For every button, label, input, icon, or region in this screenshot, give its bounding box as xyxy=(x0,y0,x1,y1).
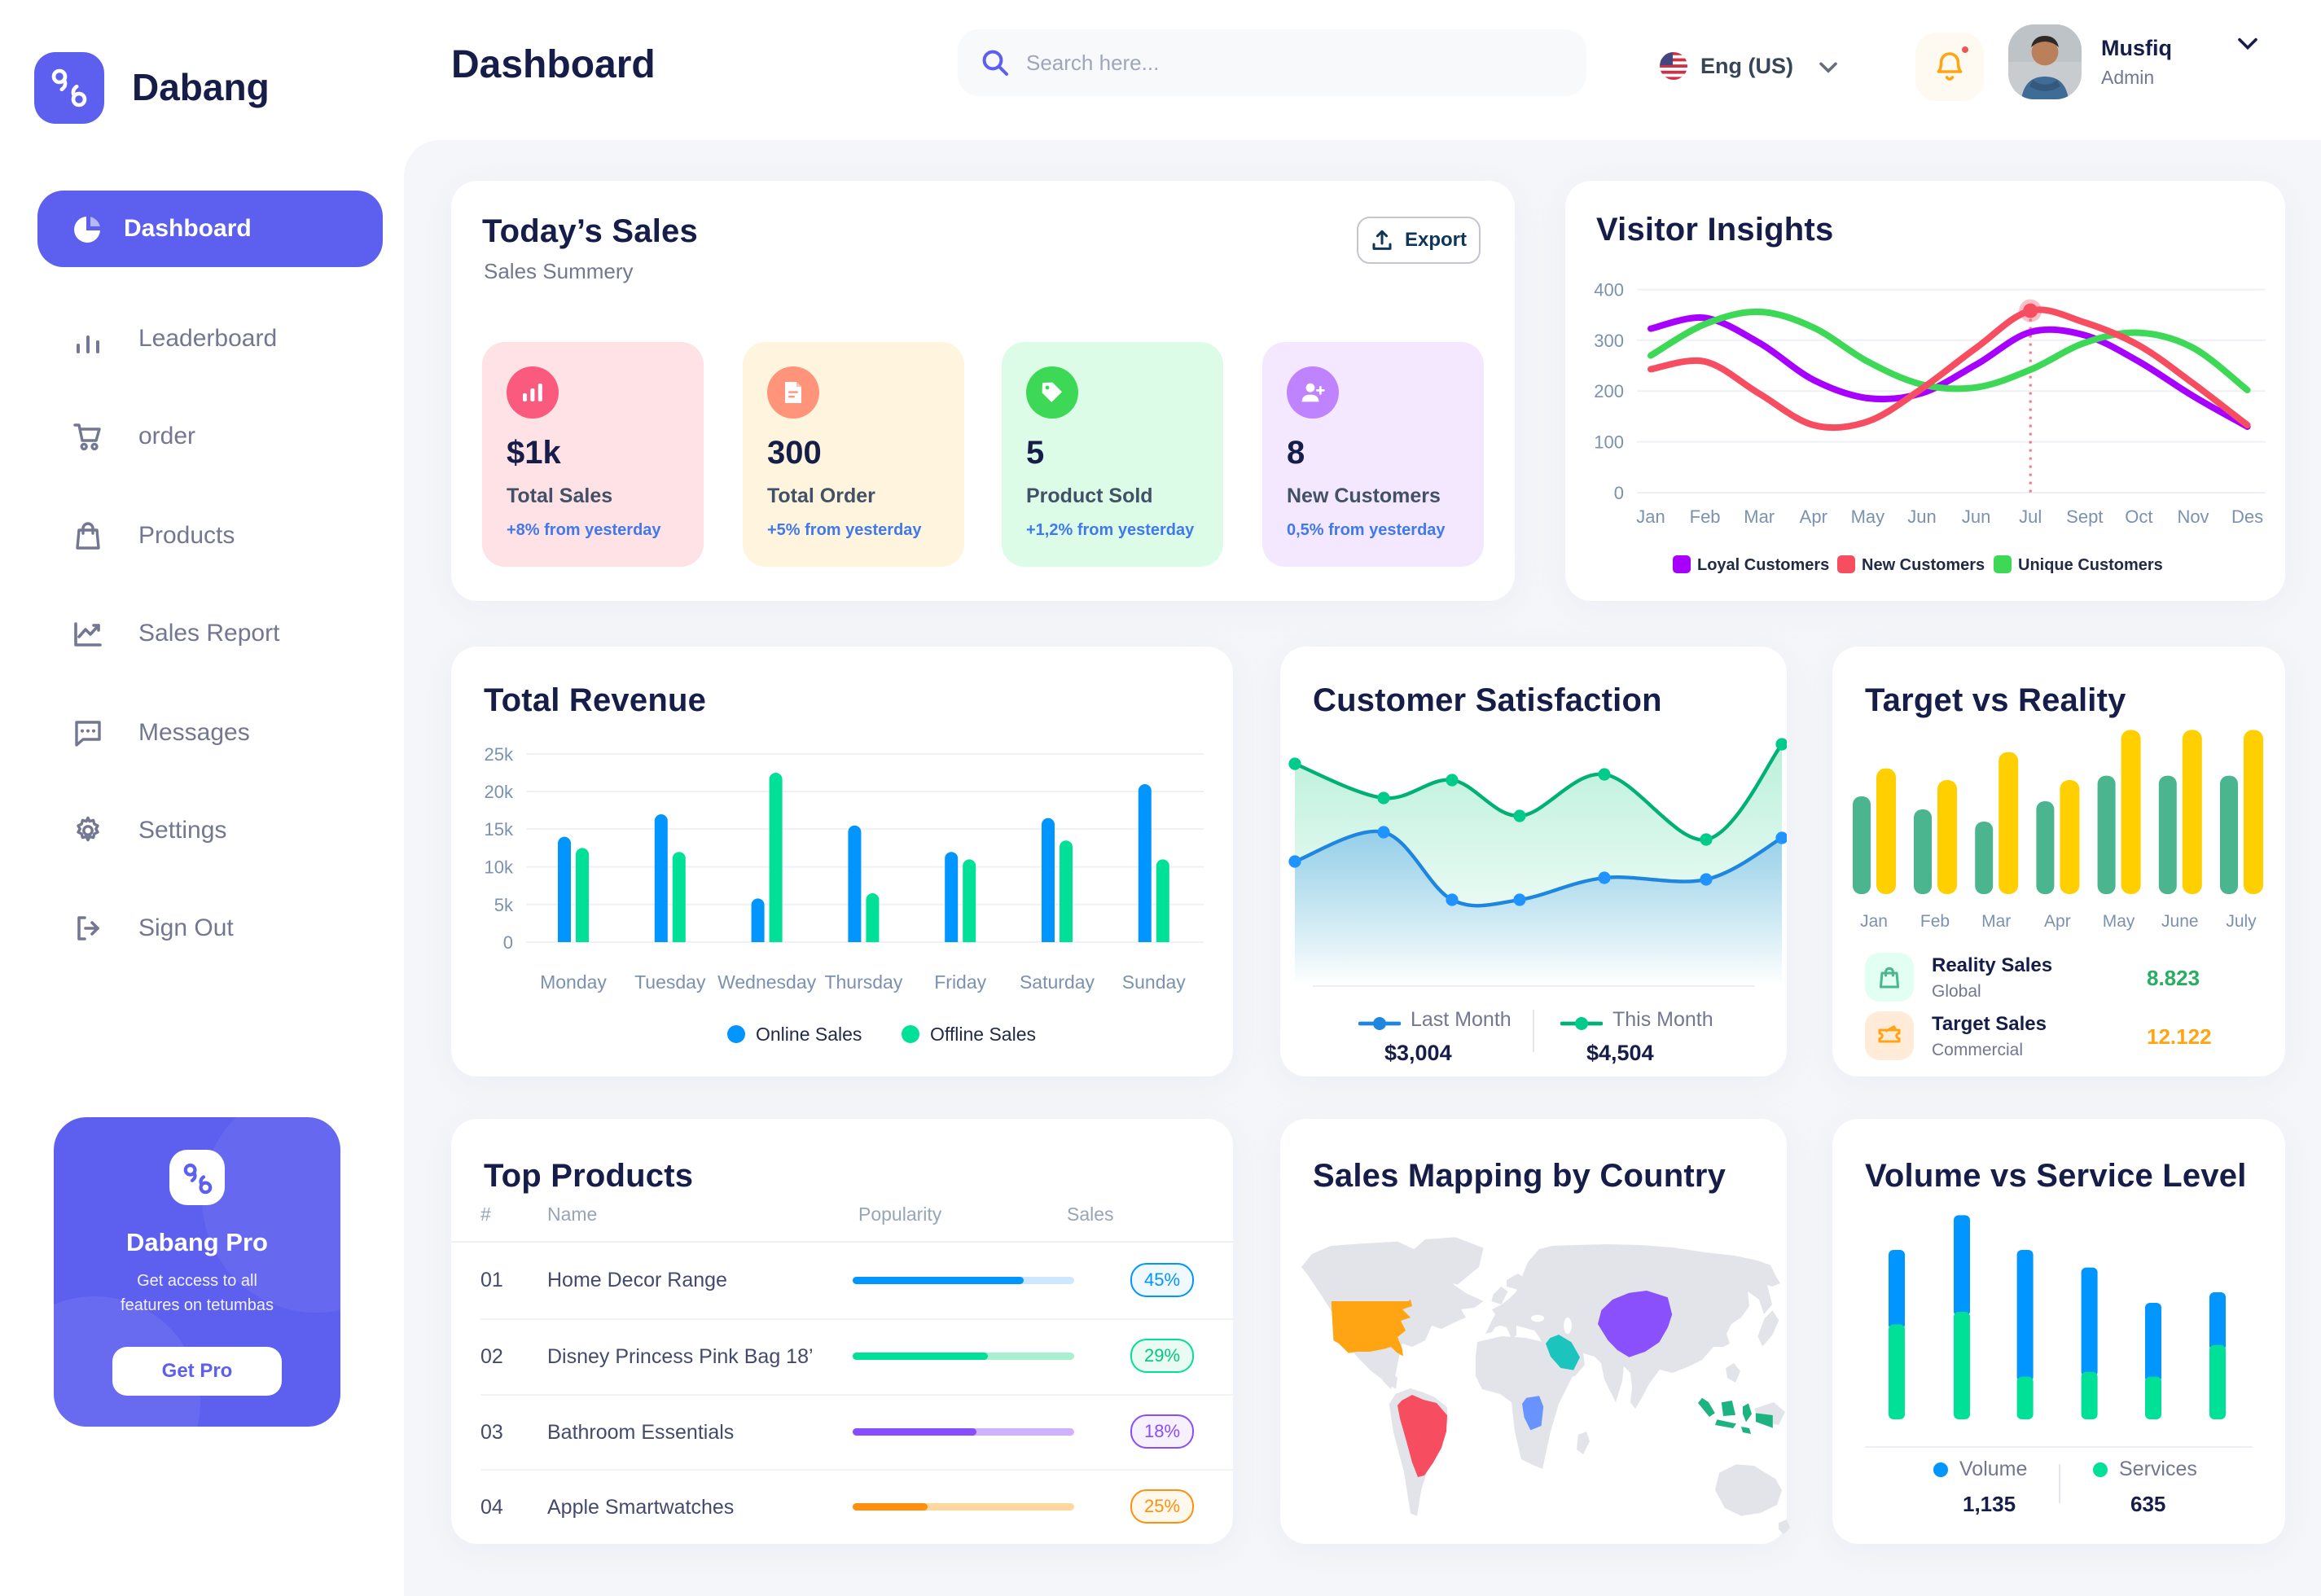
svg-text:100: 100 xyxy=(1594,432,1624,453)
svg-text:Thursday: Thursday xyxy=(824,971,902,993)
svg-text:10k: 10k xyxy=(485,857,514,878)
svg-text:Jun: Jun xyxy=(1907,506,1936,527)
svg-text:5k: 5k xyxy=(494,895,514,915)
svg-text:Tuesday: Tuesday xyxy=(634,971,706,993)
svg-text:Apr: Apr xyxy=(2044,912,2071,931)
svg-text:Feb: Feb xyxy=(1690,506,1721,527)
svg-text:Apr: Apr xyxy=(1800,506,1827,527)
svg-text:Friday: Friday xyxy=(934,971,986,993)
svg-text:200: 200 xyxy=(1594,381,1624,401)
svg-text:July: July xyxy=(2226,912,2257,931)
svg-text:Jan: Jan xyxy=(1636,506,1665,527)
svg-text:Jan: Jan xyxy=(1860,912,1888,931)
svg-text:Nov: Nov xyxy=(2177,506,2209,527)
svg-text:Monday: Monday xyxy=(540,971,607,993)
svg-text:400: 400 xyxy=(1594,280,1624,300)
svg-text:Unique Customers: Unique Customers xyxy=(2018,556,2163,574)
svg-text:Jun: Jun xyxy=(1962,506,1990,527)
svg-text:Feb: Feb xyxy=(1920,912,1950,931)
svg-text:June: June xyxy=(2161,912,2199,931)
svg-text:300: 300 xyxy=(1594,331,1624,351)
svg-text:Loyal Customers: Loyal Customers xyxy=(1697,556,1829,574)
svg-text:20k: 20k xyxy=(485,782,514,802)
svg-text:New Customers: New Customers xyxy=(1862,556,1985,574)
svg-text:25k: 25k xyxy=(485,744,514,765)
svg-text:Online Sales: Online Sales xyxy=(756,1024,862,1045)
svg-text:Jul: Jul xyxy=(2019,506,2042,527)
svg-text:0: 0 xyxy=(503,932,513,953)
svg-text:Offline Sales: Offline Sales xyxy=(930,1024,1036,1045)
svg-text:Mar: Mar xyxy=(1981,912,2011,931)
svg-text:Oct: Oct xyxy=(2125,506,2152,527)
svg-text:Saturday: Saturday xyxy=(1020,971,1095,993)
svg-text:Mar: Mar xyxy=(1744,506,1775,527)
svg-text:May: May xyxy=(2103,912,2135,931)
svg-text:0: 0 xyxy=(1614,483,1624,503)
svg-text:Des: Des xyxy=(2231,506,2263,527)
svg-text:Wednesday: Wednesday xyxy=(717,971,817,993)
svg-text:15k: 15k xyxy=(485,819,514,840)
svg-text:Sunday: Sunday xyxy=(1122,971,1187,993)
svg-text:Sept: Sept xyxy=(2066,506,2103,527)
svg-text:May: May xyxy=(1851,506,1885,527)
